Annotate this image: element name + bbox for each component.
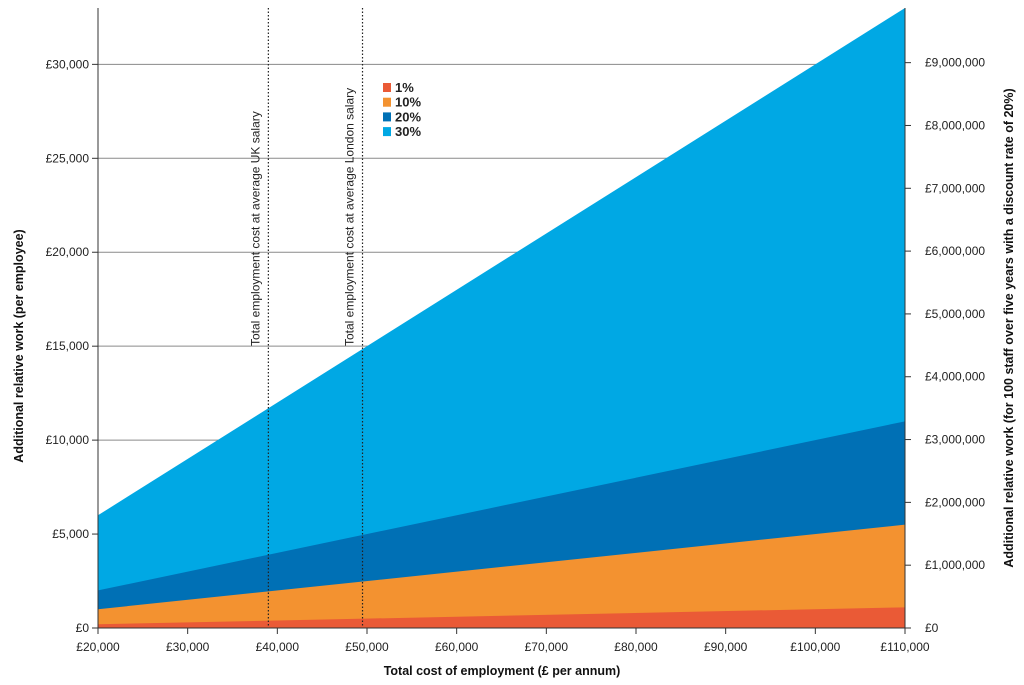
x-axis-title: Total cost of employment (£ per annum) — [384, 664, 621, 678]
legend-swatch — [383, 83, 391, 92]
series-area-1pct — [98, 607, 905, 628]
y2-axis-title: Additional relative work (for 100 staff … — [1002, 88, 1016, 567]
x-tick-label: £110,000 — [880, 640, 929, 654]
y2-tick-label: £3,000,000 — [925, 433, 985, 447]
y2-tick-label: £6,000,000 — [925, 244, 985, 258]
x-tick-label: £40,000 — [256, 640, 300, 654]
y-tick-label: £15,000 — [46, 339, 90, 353]
y-axis-title: Additional relative work (per employee) — [12, 229, 26, 462]
x-tick-label: £30,000 — [166, 640, 210, 654]
y2-tick-label: £5,000,000 — [925, 307, 985, 321]
legend-label: 30% — [395, 124, 421, 139]
y2-tick-label: £0 — [925, 621, 939, 635]
x-tick-label: £60,000 — [435, 640, 479, 654]
annotation-label: Total employment cost at average London … — [343, 88, 357, 346]
y-tick-label: £20,000 — [46, 245, 90, 259]
legend-label: 10% — [395, 95, 421, 110]
y2-tick-label: £7,000,000 — [925, 181, 985, 195]
y-tick-label: £5,000 — [52, 527, 89, 541]
x-tick-label: £90,000 — [704, 640, 748, 654]
x-tick-label: £20,000 — [76, 640, 120, 654]
y2-tick-label: £4,000,000 — [925, 370, 985, 384]
y-tick-label: £25,000 — [46, 151, 90, 165]
series-area-10pct — [98, 524, 905, 628]
y2-tick-label: £1,000,000 — [925, 558, 985, 572]
legend-label: 1% — [395, 80, 414, 95]
tick-labels: £0 £5,000 £10,000 £15,000 £20,000 £25,000 £30,… — [46, 56, 986, 654]
x-tick-label: £50,000 — [345, 640, 389, 654]
y2-tick-label: £9,000,000 — [925, 56, 985, 70]
legend-label: 20% — [395, 109, 421, 124]
y2-tick-label: £8,000,000 — [925, 118, 985, 132]
x-tick-label: £80,000 — [614, 640, 658, 654]
series-areas — [98, 8, 905, 628]
x-tick-label: £100,000 — [790, 640, 840, 654]
y-tick-label: £30,000 — [46, 57, 90, 71]
legend-swatch — [383, 127, 391, 137]
y2-tick-label: £2,000,000 — [925, 495, 985, 509]
y-tick-label: £10,000 — [46, 433, 90, 447]
annotation-label: Total employment cost at average UK sala… — [248, 111, 262, 346]
legend-swatch — [383, 112, 391, 122]
x-tick-label: £70,000 — [525, 640, 569, 654]
legend-swatch — [383, 97, 391, 107]
y-tick-label: £0 — [76, 621, 90, 635]
legend: 1%10%20%30% — [383, 80, 421, 139]
annotations: Total employment cost at average UK sala… — [248, 8, 364, 628]
axes — [97, 8, 906, 629]
